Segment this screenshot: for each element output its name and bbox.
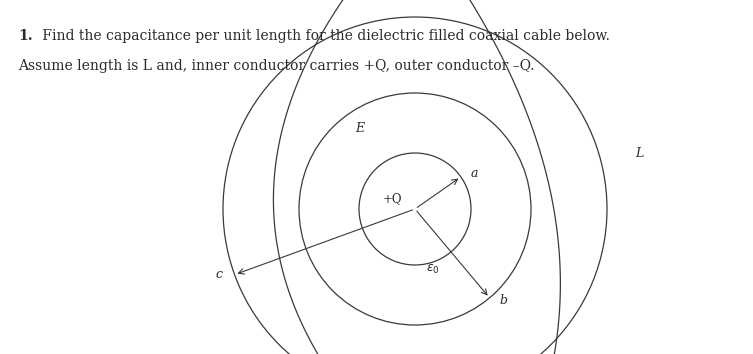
Text: $\varepsilon_0$: $\varepsilon_0$ — [426, 262, 440, 275]
Text: b: b — [499, 295, 508, 307]
Text: L: L — [635, 148, 643, 160]
Text: Find the capacitance per unit length for the dielectric filled coaxial cable bel: Find the capacitance per unit length for… — [38, 29, 610, 43]
Text: E: E — [355, 122, 364, 136]
Text: 1.: 1. — [18, 29, 32, 43]
Text: Assume length is L and, inner conductor carries +Q, outer conductor –Q.: Assume length is L and, inner conductor … — [18, 59, 535, 73]
Text: +Q: +Q — [383, 193, 403, 206]
Text: c: c — [215, 268, 223, 281]
Text: a: a — [471, 167, 478, 181]
